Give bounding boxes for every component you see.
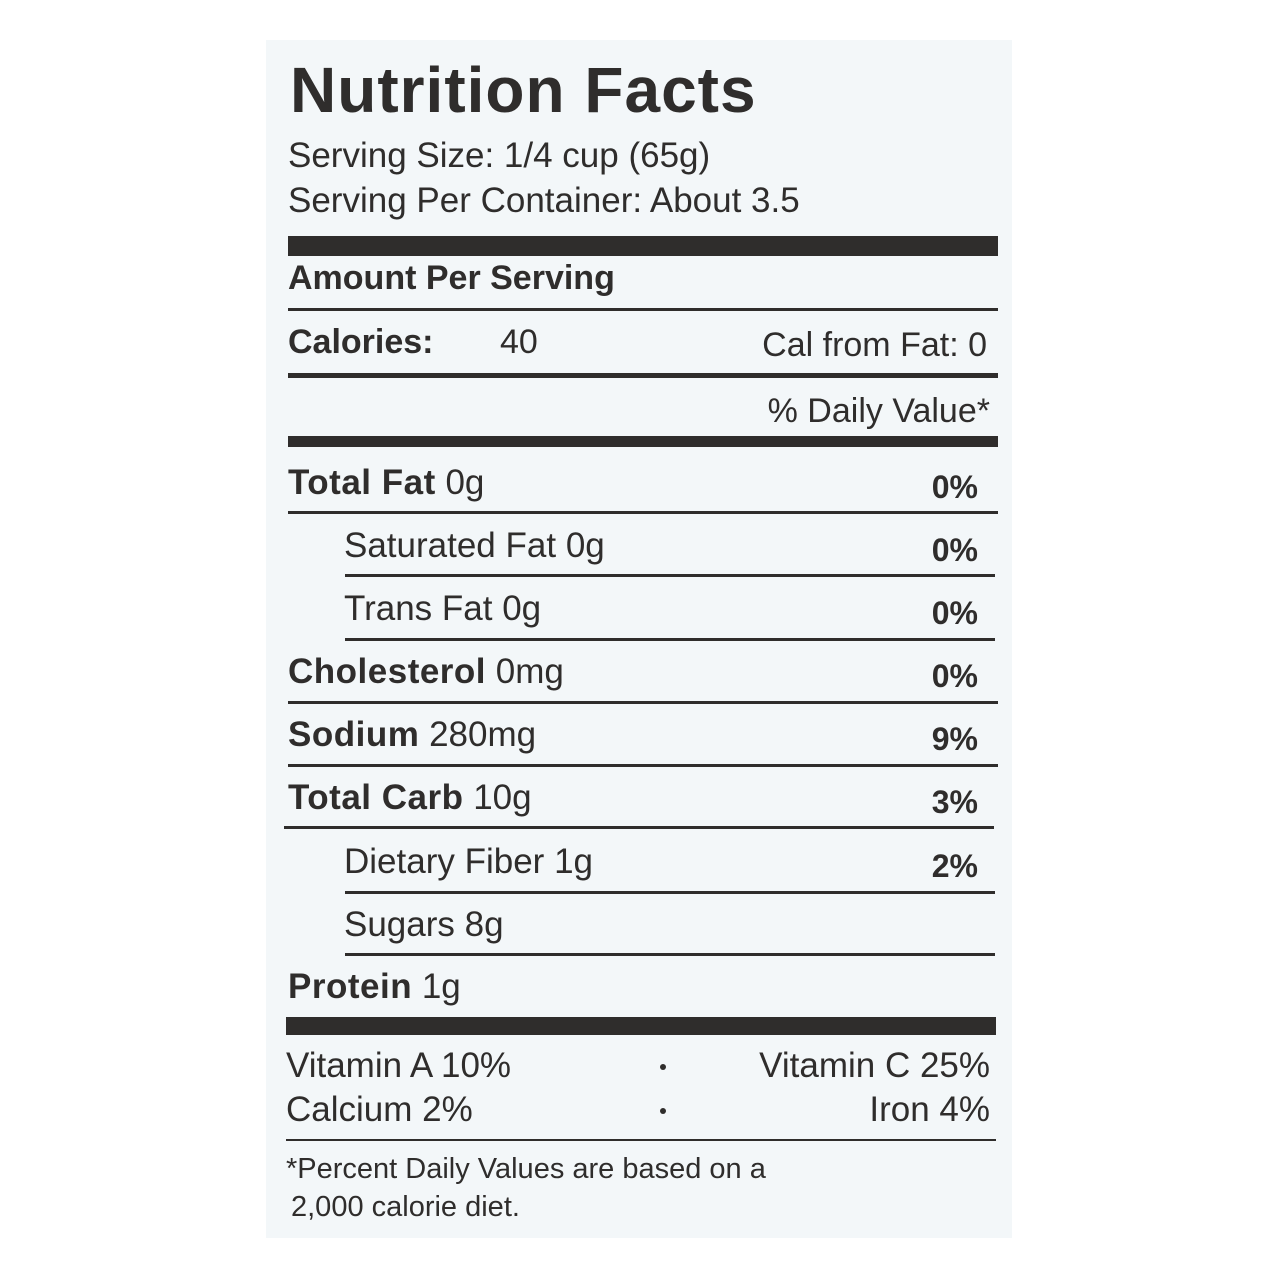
separator-dot bbox=[660, 1108, 666, 1114]
nutrient-name: Sodium bbox=[288, 715, 420, 754]
daily-value: 0% bbox=[931, 595, 978, 631]
rule bbox=[288, 236, 998, 256]
title: Nutrition Facts bbox=[290, 54, 757, 126]
nutrient-amount: 10g bbox=[473, 778, 532, 817]
footnote: *Percent Daily Values are based on a bbox=[286, 1153, 766, 1185]
nutrient-amount: 8g bbox=[464, 905, 504, 944]
nutrient-name: Sugars bbox=[344, 905, 455, 944]
vitamin-left: Vitamin A 10% bbox=[286, 1046, 512, 1085]
nutrient-amount: 0mg bbox=[495, 652, 564, 691]
rule bbox=[345, 891, 995, 894]
calories-value: 40 bbox=[500, 323, 538, 361]
nutrient-row: Saturated Fat 0g bbox=[344, 528, 605, 563]
servings-per-container: Serving Per Container: About 3.5 bbox=[288, 181, 800, 220]
nutrient-amount: 0g bbox=[565, 526, 605, 565]
vitamin-right: Iron 4% bbox=[869, 1090, 990, 1129]
rule bbox=[288, 764, 998, 767]
nutrient-amount: 0g bbox=[502, 589, 542, 628]
nutrient-row: Dietary Fiber 1g bbox=[344, 844, 593, 879]
nutrient-name: Total Fat bbox=[288, 463, 436, 502]
daily-value: 0% bbox=[931, 469, 978, 505]
rule bbox=[286, 1017, 996, 1035]
nutrient-name: Total Carb bbox=[288, 778, 464, 817]
nutrient-amount: 1g bbox=[554, 842, 593, 881]
rule bbox=[286, 1139, 996, 1141]
nutrient-row: Sugars 8g bbox=[344, 907, 504, 942]
nutrient-row: Trans Fat 0g bbox=[344, 591, 541, 626]
nutrient-name: Protein bbox=[288, 967, 413, 1006]
nutrient-row: Cholesterol 0mg bbox=[288, 654, 564, 689]
nutrient-row: Total Carb 10g bbox=[288, 780, 532, 815]
amount-per-serving: Amount Per Serving bbox=[288, 259, 615, 297]
rule bbox=[288, 701, 998, 704]
serving-size: Serving Size: 1/4 cup (65g) bbox=[288, 136, 711, 175]
footnote: 2,000 calorie diet. bbox=[291, 1191, 520, 1223]
calories-from-fat: Cal from Fat: 0 bbox=[762, 326, 987, 364]
nutrient-amount: 280mg bbox=[429, 715, 537, 754]
nutrient-amount: 0g bbox=[445, 463, 485, 502]
nutrient-name: Dietary Fiber bbox=[344, 842, 545, 881]
daily-value: 3% bbox=[931, 784, 978, 820]
rule bbox=[288, 373, 998, 378]
nutrient-name: Cholesterol bbox=[288, 652, 487, 691]
nutrient-row: Total Fat 0g bbox=[288, 465, 484, 500]
rule bbox=[345, 638, 995, 641]
nutrient-amount: 1g bbox=[421, 967, 461, 1006]
daily-value: 9% bbox=[931, 721, 978, 757]
nutrient-row: Protein 1g bbox=[288, 969, 461, 1004]
calories-label: Calories: bbox=[288, 323, 434, 361]
daily-value: 2% bbox=[931, 848, 978, 884]
rule bbox=[345, 953, 995, 956]
nutrient-name: Trans Fat bbox=[344, 589, 493, 628]
daily-value-header: % Daily Value* bbox=[767, 392, 990, 430]
rule bbox=[288, 436, 998, 447]
separator-dot bbox=[660, 1064, 666, 1070]
daily-value: 0% bbox=[931, 658, 978, 694]
vitamin-left: Calcium 2% bbox=[286, 1090, 473, 1129]
rule bbox=[288, 308, 998, 311]
nutrient-row: Sodium 280mg bbox=[288, 717, 536, 752]
daily-value: 0% bbox=[931, 532, 978, 568]
rule bbox=[288, 511, 998, 514]
rule bbox=[345, 574, 995, 577]
nutrient-name: Saturated Fat bbox=[344, 526, 557, 565]
vitamin-right: Vitamin C 25% bbox=[759, 1046, 990, 1085]
rule bbox=[284, 826, 994, 829]
